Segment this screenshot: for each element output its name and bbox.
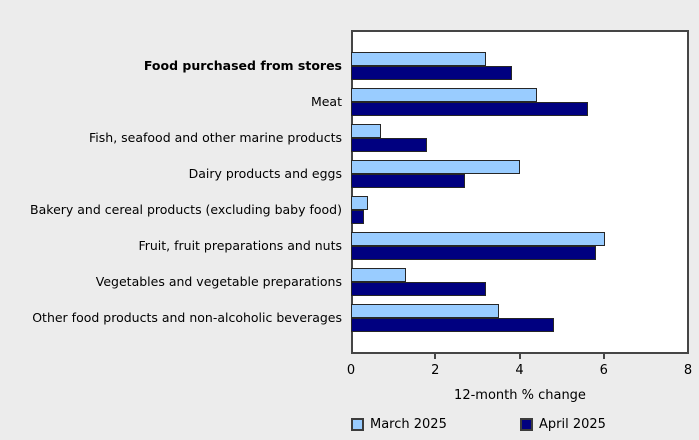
march-2025-swatch-icon bbox=[351, 418, 364, 431]
april-2025-bar bbox=[351, 101, 588, 116]
legend-label-march-2025: March 2025 bbox=[370, 417, 447, 432]
category-row: Dairy products and eggs bbox=[0, 159, 699, 189]
category-label: Bakery and cereal products (excluding ba… bbox=[30, 201, 342, 217]
march-2025-bar bbox=[351, 195, 368, 210]
march-2025-bar bbox=[351, 232, 605, 246]
april-2025-bar bbox=[351, 209, 364, 224]
category-row: Fruit, fruit preparations and nuts bbox=[0, 232, 699, 261]
category-label: Other food products and non-alcoholic be… bbox=[32, 310, 342, 326]
category-label: Dairy products and eggs bbox=[188, 165, 342, 181]
legend-item-march-2025: March 2025 bbox=[351, 417, 447, 432]
april-2025-bar bbox=[351, 318, 554, 333]
category-bars bbox=[351, 232, 689, 261]
category-row: Food purchased from stores bbox=[0, 51, 699, 81]
x-axis-title: 12-month % change bbox=[454, 388, 586, 403]
april-2025-bar bbox=[351, 246, 597, 260]
category-bars bbox=[351, 268, 689, 297]
april-2025-swatch-icon bbox=[520, 418, 533, 431]
category-label: Meat bbox=[310, 93, 342, 109]
march-2025-bar bbox=[351, 123, 381, 138]
category-label: Fish, seafood and other marine products bbox=[89, 129, 342, 145]
march-2025-bar bbox=[351, 304, 499, 319]
category-row: Meat bbox=[0, 87, 699, 117]
category-label: Fruit, fruit preparations and nuts bbox=[138, 238, 342, 253]
plot-area bbox=[351, 30, 689, 354]
category-row: Fish, seafood and other marine products bbox=[0, 123, 699, 153]
category-label: Vegetables and vegetable preparations bbox=[95, 274, 342, 290]
category-bars bbox=[351, 51, 689, 81]
category-row: Vegetables and vegetable preparations bbox=[0, 268, 699, 297]
legend-item-april-2025: April 2025 bbox=[520, 417, 606, 432]
march-2025-bar bbox=[351, 268, 406, 283]
april-2025-bar bbox=[351, 282, 487, 297]
march-2025-bar bbox=[351, 51, 487, 66]
category-label: Food purchased from stores bbox=[143, 57, 342, 73]
legend-label-april-2025: April 2025 bbox=[539, 417, 606, 432]
category-row: Other food products and non-alcoholic be… bbox=[0, 304, 699, 333]
april-2025-bar bbox=[351, 65, 512, 80]
march-2025-bar bbox=[351, 87, 537, 102]
category-bars bbox=[351, 87, 689, 117]
april-2025-bar bbox=[351, 173, 466, 188]
category-bars bbox=[351, 159, 689, 189]
april-2025-bar bbox=[351, 137, 428, 152]
category-row: Bakery and cereal products (excluding ba… bbox=[0, 195, 699, 225]
march-2025-bar bbox=[351, 159, 520, 174]
category-bars bbox=[351, 304, 689, 333]
category-bars bbox=[351, 195, 689, 225]
category-bars bbox=[351, 123, 689, 153]
